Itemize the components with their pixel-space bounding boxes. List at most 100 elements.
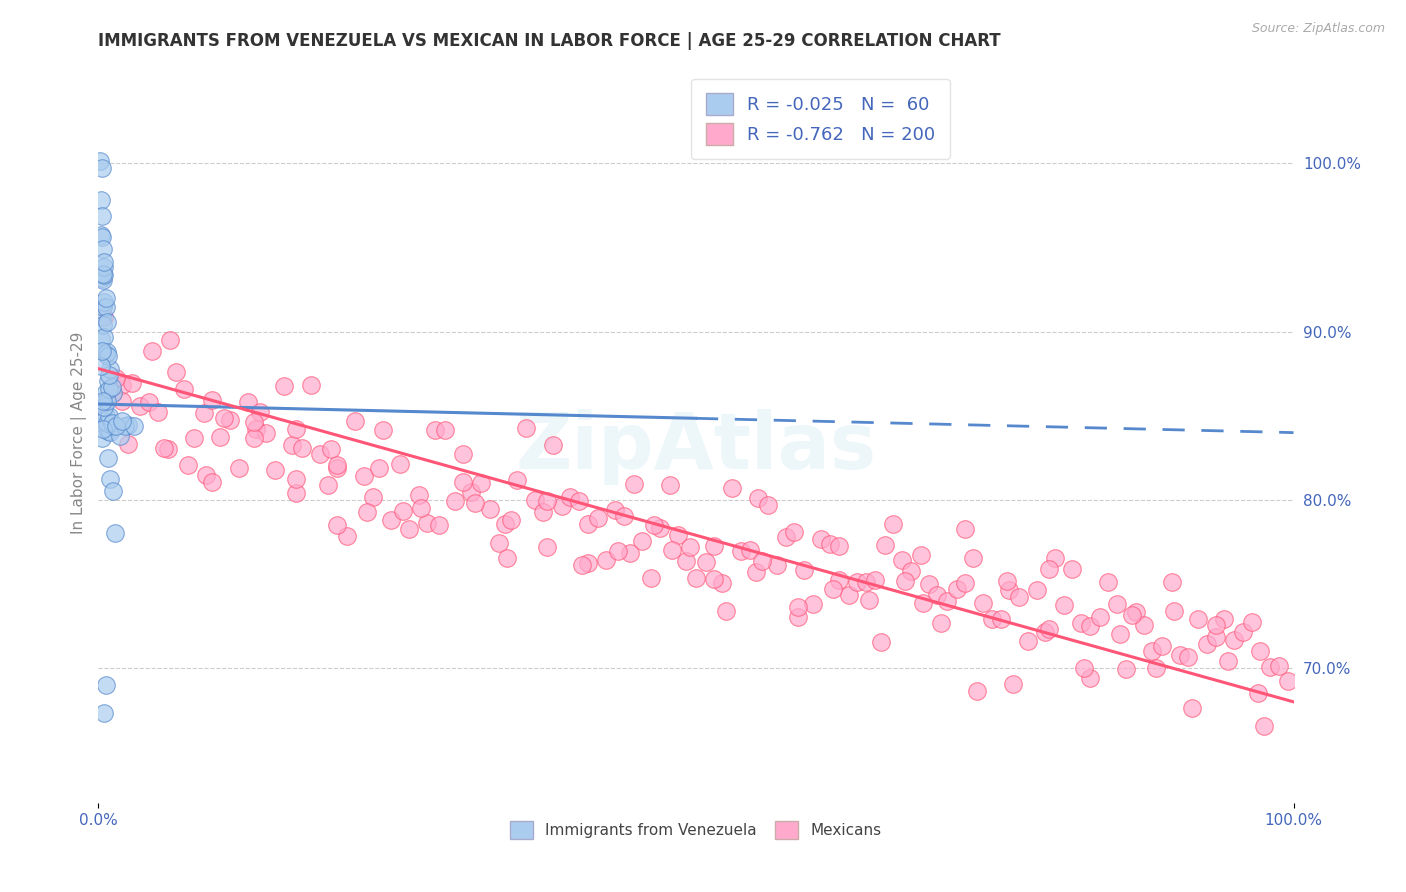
Point (515, 421, 537, 435)
Point (1258, 659, 1281, 673)
Point (93, 255, 115, 269)
Point (578, 517, 600, 532)
Point (91, 396, 114, 410)
Point (273, 379, 295, 393)
Point (219, 413, 242, 427)
Point (173, 382, 195, 396)
Point (96, 315, 118, 329)
Point (90, 332, 112, 346)
Point (855, 574, 877, 589)
Point (619, 545, 641, 559)
Point (479, 502, 502, 516)
Point (1240, 615, 1263, 629)
Point (1033, 624, 1056, 639)
Point (101, 484, 124, 499)
Point (810, 532, 832, 546)
Point (93, 400, 115, 414)
Point (201, 475, 224, 489)
Legend: Immigrants from Venezuela, Mexicans: Immigrants from Venezuela, Mexicans (503, 814, 889, 847)
Point (1109, 626, 1132, 640)
Point (195, 467, 218, 482)
Point (595, 553, 617, 567)
Point (623, 477, 645, 491)
Point (129, 399, 152, 413)
Point (121, 376, 143, 391)
Point (398, 522, 420, 536)
Point (392, 504, 415, 518)
Point (91, 422, 114, 436)
Point (818, 536, 841, 550)
Point (1073, 660, 1095, 674)
Point (93, 330, 115, 344)
Point (408, 488, 430, 502)
Point (138, 395, 160, 409)
Point (91, 209, 114, 223)
Point (1105, 597, 1128, 611)
Point (91, 318, 114, 332)
Point (228, 461, 250, 475)
Point (243, 415, 266, 429)
Point (201, 393, 224, 408)
Point (326, 518, 349, 533)
Point (929, 615, 952, 630)
Point (801, 597, 824, 611)
Point (98, 472, 122, 486)
Point (97, 451, 120, 466)
Point (98, 425, 122, 439)
Point (94, 384, 117, 399)
Point (703, 539, 725, 553)
Point (900, 564, 922, 578)
Point (838, 588, 860, 602)
Point (308, 447, 330, 461)
Point (96, 417, 118, 431)
Point (1080, 619, 1102, 633)
Point (828, 539, 851, 553)
Point (97, 425, 120, 439)
Point (353, 468, 375, 483)
Point (91, 161, 114, 176)
Point (966, 683, 988, 698)
Point (1187, 612, 1209, 626)
Point (560, 490, 582, 504)
Point (98, 409, 121, 423)
Point (245, 422, 267, 436)
Point (427, 517, 450, 532)
Point (425, 424, 447, 438)
Point (1249, 644, 1271, 658)
Point (114, 418, 136, 433)
Point (911, 596, 934, 610)
Point (506, 473, 529, 487)
Point (643, 517, 665, 532)
Point (451, 475, 474, 489)
Point (90, 359, 112, 373)
Point (91, 267, 114, 281)
Point (1223, 632, 1246, 647)
Point (326, 461, 349, 475)
Point (264, 463, 287, 477)
Point (96, 344, 118, 359)
Point (254, 425, 277, 440)
Point (1177, 649, 1199, 664)
Point (284, 486, 307, 500)
Point (894, 574, 917, 588)
Text: IMMIGRANTS FROM VENEZUELA VS MEXICAN IN LABOR FORCE | AGE 25-29 CORRELATION CHAR: IMMIGRANTS FROM VENEZUELA VS MEXICAN IN … (98, 32, 1001, 50)
Point (90, 193, 112, 207)
Point (1253, 719, 1275, 733)
Point (93, 706, 115, 721)
Point (94, 347, 117, 361)
Point (1181, 700, 1204, 714)
Point (568, 493, 591, 508)
Point (148, 405, 170, 419)
Point (953, 522, 976, 536)
Point (460, 484, 482, 499)
Point (551, 499, 574, 513)
Point (291, 441, 314, 455)
Point (356, 505, 378, 519)
Point (1121, 607, 1143, 622)
Point (496, 550, 519, 565)
Point (858, 593, 880, 607)
Point (326, 458, 349, 473)
Point (165, 364, 187, 378)
Point (156, 442, 179, 456)
Point (124, 419, 146, 434)
